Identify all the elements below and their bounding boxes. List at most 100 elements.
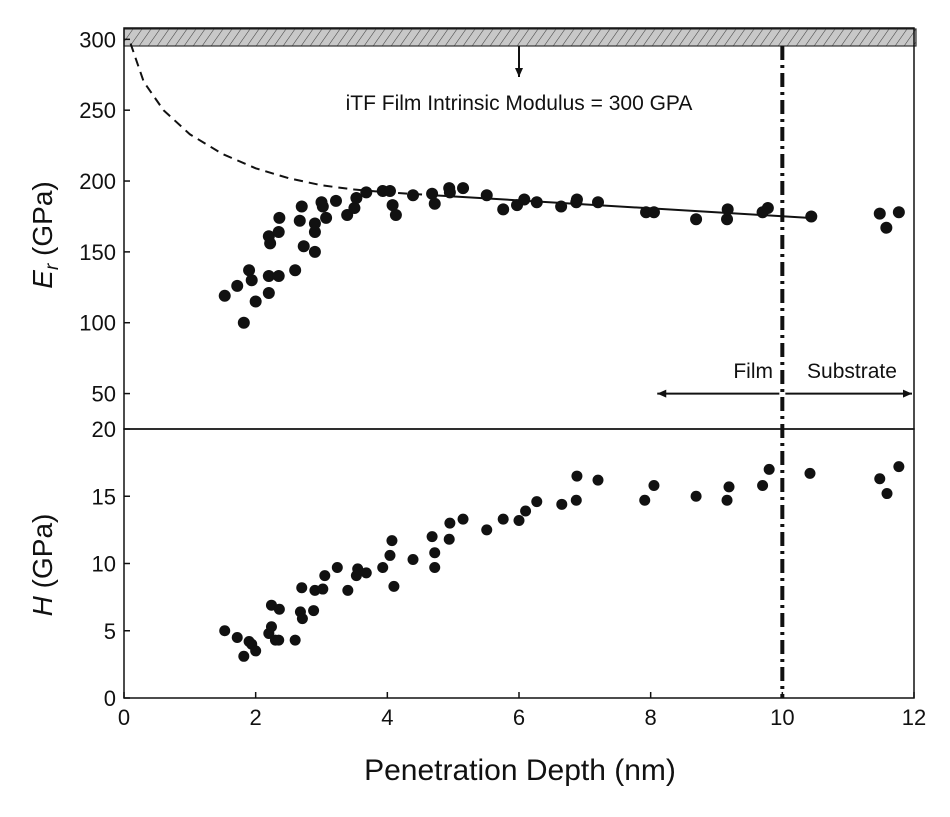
y-tick-label: 15 — [92, 484, 116, 509]
modulus-data-point — [262, 230, 275, 243]
modulus-data-point — [295, 200, 308, 213]
hardness-data-point — [893, 461, 905, 473]
hardness-data-point — [874, 473, 886, 485]
modulus-data-point — [308, 245, 321, 258]
x-tick-label: 10 — [770, 705, 794, 730]
y-tick-label: 300 — [79, 27, 116, 52]
modulus-data-point — [647, 206, 660, 219]
hardness-data-point — [763, 463, 775, 475]
x-tick-label: 2 — [250, 705, 262, 730]
modulus-data-point — [262, 269, 275, 282]
hardness-data-point — [342, 584, 354, 596]
x-tick-label: 6 — [513, 705, 525, 730]
y-tick-label: 0 — [104, 686, 116, 711]
solid-fit-line — [433, 194, 809, 219]
hardness-data-point — [429, 547, 441, 559]
modulus-data-point — [245, 274, 258, 287]
hardness-data-point — [497, 513, 509, 525]
y-tick-label: 150 — [79, 240, 116, 265]
hardness-data-point — [571, 470, 583, 482]
y-tick-label: 5 — [104, 619, 116, 644]
hardness-data-point — [273, 603, 285, 615]
hardness-data-point — [319, 570, 331, 582]
modulus-data-point — [805, 210, 818, 223]
hardness-data-point — [219, 625, 231, 637]
y-tick-label: 50 — [92, 382, 116, 407]
hardness-data-point — [250, 645, 262, 657]
y-tick-label: 20 — [92, 417, 116, 442]
x-tick-label: 8 — [645, 705, 657, 730]
substrate-label: Substrate — [807, 360, 897, 383]
hardness-data-point — [804, 467, 816, 479]
modulus-data-point — [289, 264, 302, 277]
modulus-data-point — [316, 200, 329, 213]
modulus-data-point — [892, 206, 905, 219]
modulus-data-point — [293, 214, 306, 227]
hardness-data-point — [273, 634, 285, 646]
hardness-panel: 20 15 10 5 00 2 4 6 8 10 12 — [92, 417, 927, 730]
hardness-data-point — [317, 583, 329, 595]
modulus-data-point — [272, 269, 285, 282]
y-tick-label: 200 — [79, 169, 116, 194]
modulus-panel: 300 250 200 150 100 50 — [79, 27, 917, 698]
hardness-data-point — [570, 494, 582, 506]
modulus-data-point — [297, 240, 310, 253]
modulus-data-point — [443, 186, 456, 199]
hardness-data-point — [481, 524, 493, 536]
hardness-data-point — [289, 634, 301, 646]
hardness-data-point — [592, 474, 604, 486]
modulus-data-point — [348, 201, 361, 214]
hardness-data-point — [556, 498, 568, 510]
modulus-data-point — [457, 182, 470, 195]
modulus-data-point — [530, 196, 543, 209]
modulus-data-point — [320, 211, 333, 224]
y-axis-label-modulus: Er (GPa) — [27, 181, 63, 288]
hardness-data-point — [648, 479, 660, 491]
modulus-data-point — [262, 286, 275, 299]
modulus-data-point — [308, 217, 321, 230]
modulus-data-point — [570, 193, 583, 206]
hardness-data-point — [360, 567, 372, 579]
hardness-data-point — [407, 553, 419, 565]
hardness-data-point — [721, 494, 733, 506]
hardness-data-point — [331, 562, 343, 574]
modulus-data-point — [761, 201, 774, 214]
hardness-data-point — [296, 582, 308, 594]
hardness-data-point — [265, 621, 277, 633]
hardness-data-point — [308, 605, 320, 617]
modulus-data-point — [243, 264, 256, 277]
hardness-data-point — [520, 505, 532, 517]
x-tick-label: 12 — [902, 705, 926, 730]
modulus-data-point — [231, 279, 244, 292]
y-tick-label: 250 — [79, 98, 116, 123]
intrinsic-modulus-hatch-bar — [123, 28, 917, 47]
modulus-data-point — [721, 203, 734, 216]
hardness-data-point — [238, 650, 250, 662]
x-tick-label: 0 — [118, 705, 130, 730]
modulus-data-point — [237, 316, 250, 329]
modulus-data-point — [426, 187, 439, 200]
hardness-data-point — [384, 549, 396, 561]
modulus-data-point — [497, 203, 510, 216]
hardness-data-point — [386, 535, 398, 547]
x-axis-label: Penetration Depth (nm) — [364, 754, 676, 787]
modulus-data-point — [218, 289, 231, 302]
modulus-data-point — [308, 226, 321, 239]
modulus-data-point — [480, 189, 493, 202]
dashed-fit-curve — [129, 43, 434, 197]
modulus-data-point — [383, 184, 396, 197]
hardness-data-point — [352, 563, 364, 575]
modulus-data-point — [350, 192, 363, 205]
modulus-data-point — [386, 199, 399, 212]
modulus-data-point — [592, 196, 604, 209]
hardness-data-point — [296, 613, 308, 625]
intrinsic-modulus-annotation: iTF Film Intrinsic Modulus = 300 GPA — [346, 92, 693, 115]
hardness-data-point — [377, 562, 389, 574]
modulus-data-point — [389, 209, 402, 222]
film-label: Film — [733, 360, 773, 383]
hardness-data-point — [443, 533, 455, 545]
modulus-plot-frame — [123, 27, 915, 430]
modulus-data-point — [249, 295, 262, 308]
hardness-data-point — [444, 517, 456, 529]
